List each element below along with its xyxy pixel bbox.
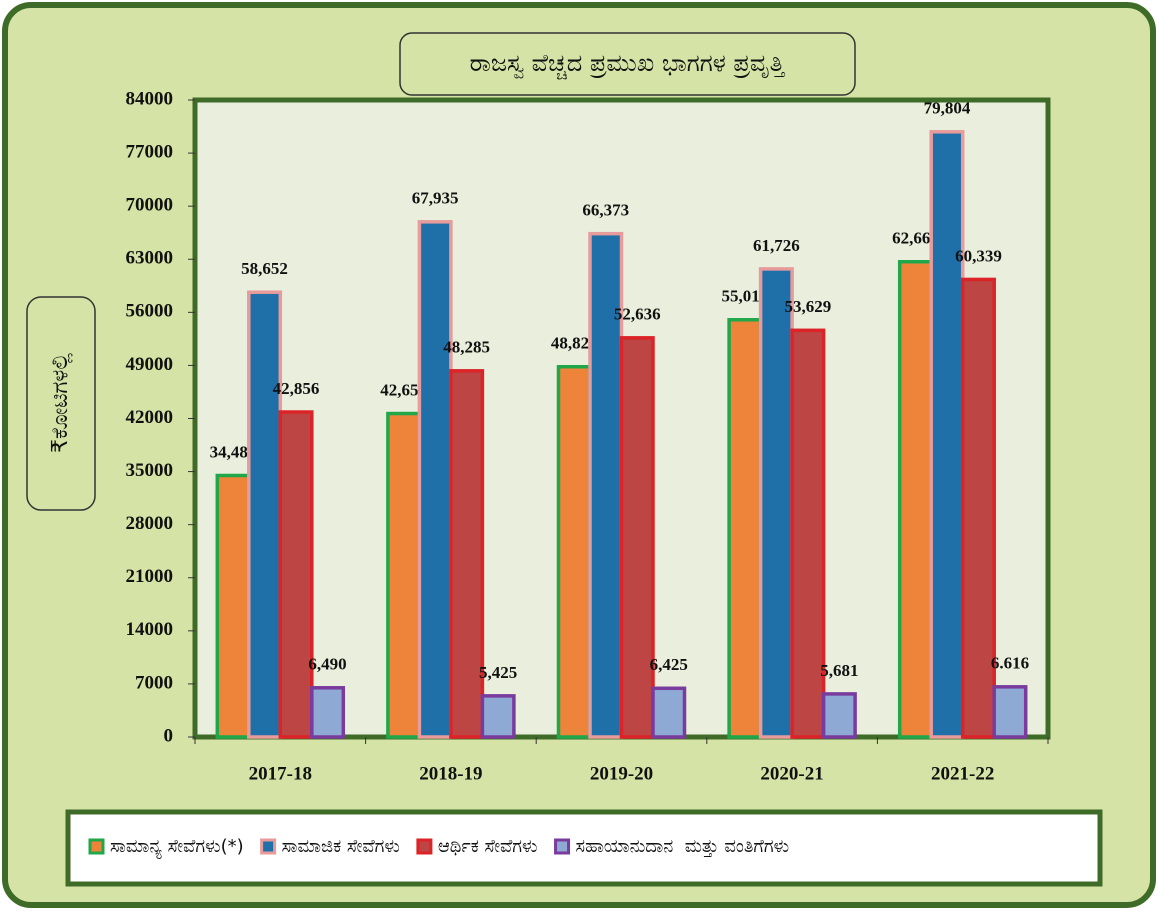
value-label: 66,373 [582, 201, 629, 220]
legend-swatch [88, 838, 105, 855]
y-tick-label: 56000 [126, 301, 174, 322]
x-tick-label: 2020-21 [760, 763, 823, 784]
x-tick-label: 2018-19 [419, 763, 482, 784]
bar [960, 277, 996, 739]
y-tick-label: 84000 [126, 88, 174, 109]
bar [278, 410, 314, 739]
x-tick-label: 2021-22 [931, 763, 994, 784]
bar [929, 130, 965, 739]
value-label: 52,636 [614, 305, 661, 324]
y-tick-label: 14000 [126, 619, 174, 640]
x-tick-label: 2017-18 [249, 763, 312, 784]
bar [897, 260, 933, 739]
bar [992, 685, 1028, 739]
bar [651, 686, 687, 739]
bar [247, 290, 283, 739]
y-tick-label: 77000 [126, 141, 174, 162]
y-tick-label: 21000 [126, 566, 174, 587]
value-label: 48,285 [443, 338, 490, 357]
title-box [399, 32, 856, 96]
value-label: 5,425 [479, 663, 517, 682]
value-label: 6,425 [650, 655, 688, 674]
bar [758, 267, 794, 739]
bar [480, 694, 516, 739]
value-label: 61,726 [753, 236, 800, 255]
legend-label: ಸಾಮಾಜಿಕ ಸೇವೆಗಳು [282, 836, 400, 857]
legend-swatch [554, 838, 571, 855]
bar [417, 220, 453, 739]
y-tick-label: 0 [164, 725, 174, 746]
y-label-box [26, 296, 96, 511]
legend-swatch [260, 838, 277, 855]
y-tick-label: 35000 [126, 460, 174, 481]
value-label: 48,824 [551, 334, 598, 353]
x-tick-label: 2019-20 [590, 763, 653, 784]
value-label: 55,018 [721, 287, 768, 306]
y-tick-label: 28000 [126, 513, 174, 534]
legend-swatch [416, 838, 433, 855]
legend-box [65, 809, 1103, 887]
bar [310, 686, 346, 739]
y-tick-label: 70000 [126, 195, 174, 216]
value-label: 53,629 [784, 297, 831, 316]
chart-title: ರಾಜಸ್ವ ವೆಚ್ಚದ ಪ್ರಮುಖ ಭಾಗಗಳ ಪ್ರವೃತ್ತಿ [470, 49, 786, 79]
value-label: 79,804 [924, 99, 971, 118]
bar [449, 369, 485, 739]
value-label: 34,484 [210, 442, 257, 461]
bar [821, 692, 857, 739]
value-label: 42,655 [380, 380, 427, 399]
value-label: 60,339 [955, 246, 1002, 265]
bar [790, 328, 826, 739]
value-label: 67,935 [412, 189, 459, 208]
value-label: 5,681 [820, 661, 858, 680]
bar [556, 365, 592, 739]
legend-label: ಆರ್ಥಿಕ ಸೇವೆಗಳು [438, 836, 538, 857]
bar [619, 336, 655, 739]
y-tick-label: 42000 [126, 407, 174, 428]
y-tick-label: 49000 [126, 354, 174, 375]
value-label: 62,669 [892, 229, 939, 248]
legend-label: ಸಹಾಯಾನುದಾನ ಮತ್ತು ವಂತಿಗೆಗಳು [576, 836, 790, 858]
value-label: 42,856 [273, 379, 320, 398]
y-tick-label: 7000 [135, 672, 173, 693]
bar [727, 318, 763, 739]
y-tick-label: 63000 [126, 248, 174, 269]
value-label: 6,490 [308, 655, 346, 674]
bar [386, 411, 422, 739]
y-axis-label: ₹ಕೋಟಿಗಳಲ್ಲಿ [48, 353, 73, 453]
value-label: 58,652 [241, 259, 288, 278]
legend-label: ಸಾಮಾನ್ಯ ಸೇವೆಗಳು(*) [110, 836, 244, 859]
bar [215, 473, 251, 739]
value-label: 6.616 [991, 654, 1029, 673]
